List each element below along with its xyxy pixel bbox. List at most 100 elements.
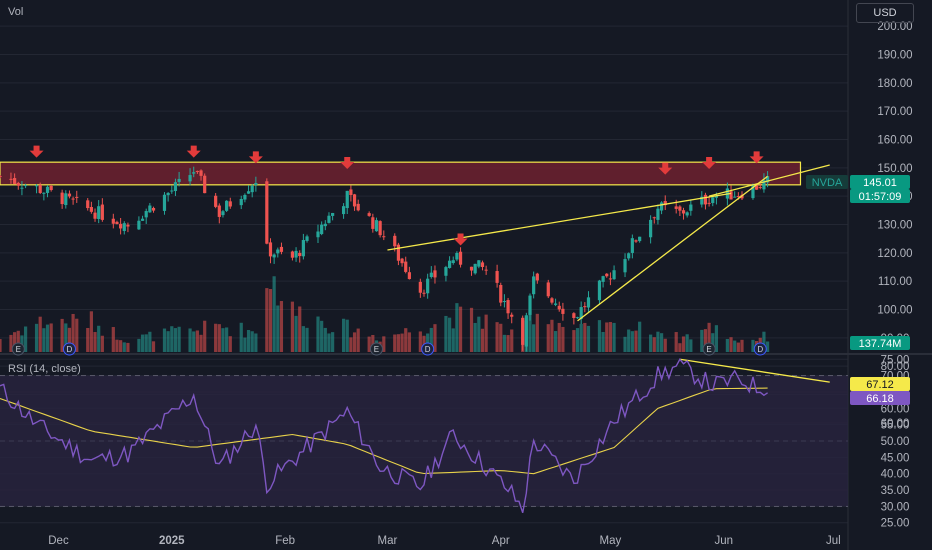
time-tick: 2025 [159, 535, 185, 547]
volume-bar [162, 328, 167, 352]
candle [400, 258, 404, 264]
candle [714, 195, 719, 198]
time-tick: Jun [714, 535, 733, 547]
candle [268, 242, 273, 257]
candle [49, 185, 53, 191]
volume-bar [751, 339, 755, 352]
currency-button[interactable]: USD [856, 3, 914, 23]
volume-bar [265, 288, 269, 352]
price-tick: 130.00 [877, 220, 912, 232]
volume-bar [601, 331, 605, 352]
volume-bar [700, 329, 704, 352]
rsi-line [0, 358, 768, 514]
candle [42, 192, 46, 194]
resistance-arrows [29, 145, 764, 246]
candle [199, 170, 203, 176]
candle [34, 185, 39, 187]
volume-bar [553, 331, 558, 352]
volume-bar [246, 329, 251, 352]
volume-bar [188, 328, 192, 352]
candle [64, 193, 68, 206]
volume-bar [64, 323, 68, 352]
candle [225, 200, 229, 211]
volume-bar [652, 337, 656, 352]
volume-bar [16, 330, 20, 352]
candle [597, 280, 602, 301]
symbol-badge-text: NVDA [812, 177, 843, 189]
candle [762, 180, 766, 190]
candle [473, 263, 477, 274]
event-letter: D [67, 345, 73, 354]
candle [751, 185, 755, 199]
candle [111, 218, 115, 224]
candle [601, 276, 605, 282]
volume-bar [341, 318, 346, 352]
countdown-badge [850, 188, 910, 203]
candle [119, 223, 123, 229]
time-tick: Mar [378, 535, 398, 547]
candle [703, 194, 708, 205]
candle [250, 185, 254, 193]
candle [649, 219, 653, 238]
candle [630, 238, 634, 253]
volume-bar [480, 328, 485, 352]
volume-bar [429, 327, 433, 352]
trendlines [387, 164, 830, 383]
volume-bar [418, 331, 422, 352]
price-tick: 180.00 [877, 78, 912, 90]
volume-bar [268, 289, 273, 352]
candle [115, 221, 119, 225]
price-tick: 190.00 [877, 50, 912, 62]
event-letter: E [16, 345, 21, 354]
dividend-icon [62, 342, 76, 356]
candle [393, 235, 397, 247]
candle [122, 223, 126, 231]
candle [195, 170, 199, 172]
candle [656, 208, 660, 220]
rsi-value-badge-text: 67.12 [866, 379, 894, 391]
volume-bar [499, 323, 503, 352]
candle [188, 175, 192, 182]
time-tick: Jul [826, 535, 841, 547]
candle [374, 220, 379, 232]
candle [535, 273, 539, 281]
candle [378, 221, 382, 236]
rsi-ma-badge-text: 66.18 [866, 393, 894, 405]
volume-bar [144, 334, 148, 352]
candle [166, 192, 170, 196]
candle [685, 212, 689, 216]
candle [23, 185, 28, 187]
volume-bar [115, 339, 119, 352]
rsi-tick: 25.00 [881, 518, 910, 530]
volume-bar [649, 334, 653, 352]
candle [148, 205, 152, 213]
volume-bar [528, 309, 532, 352]
price-tick: 120.00 [877, 248, 912, 260]
price-tick: 60.00 [881, 418, 910, 430]
candle [608, 278, 613, 280]
candle [444, 267, 448, 276]
candle [254, 182, 258, 185]
candle [192, 172, 196, 174]
candle [320, 224, 324, 235]
volume-bar [9, 334, 13, 352]
volume-bar [597, 320, 602, 352]
candle [89, 206, 93, 212]
candle [546, 282, 550, 297]
volume-bar [49, 323, 53, 352]
volume-bar [703, 329, 708, 352]
candle [38, 184, 42, 193]
down-arrow-icon [248, 151, 263, 164]
candle [298, 252, 302, 257]
candle [100, 204, 104, 220]
symbol-badge [806, 174, 848, 189]
candle [707, 202, 711, 204]
candle [575, 317, 580, 319]
volume-bar [38, 316, 42, 352]
volume-bar [290, 301, 295, 352]
volume-bar [506, 335, 510, 352]
down-arrow-icon [29, 145, 44, 158]
volume-bar [151, 341, 156, 352]
candle [290, 251, 295, 258]
volume-bar [170, 326, 174, 352]
